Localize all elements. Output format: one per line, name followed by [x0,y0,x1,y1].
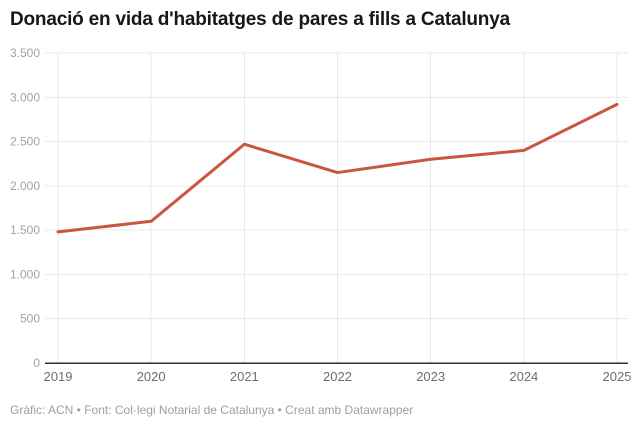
x-tick-label: 2021 [230,369,259,384]
chart-footer-byline: Gràfic: ACN • Font: Col·legi Notarial de… [10,403,414,417]
y-tick-label: 500 [20,312,40,326]
x-tick-label: 2024 [509,369,538,384]
x-tick-label: 2023 [416,369,445,384]
y-tick-label: 3.500 [10,46,40,60]
y-tick-label: 2.500 [10,135,40,149]
y-tick-label: 0 [33,356,40,370]
chart-title: Donació en vida d'habitatges de pares a … [10,9,510,30]
y-tick-label: 1.000 [10,267,40,281]
x-tick-label: 2025 [603,369,632,384]
x-tick-label: 2020 [137,369,166,384]
x-tick-label: 2022 [323,369,352,384]
data-line [56,102,619,234]
y-tick-label: 1.500 [10,223,40,237]
y-tick-label: 3.000 [10,90,40,104]
x-tick-label: 2019 [44,369,73,384]
y-tick-label: 2.000 [10,179,40,193]
